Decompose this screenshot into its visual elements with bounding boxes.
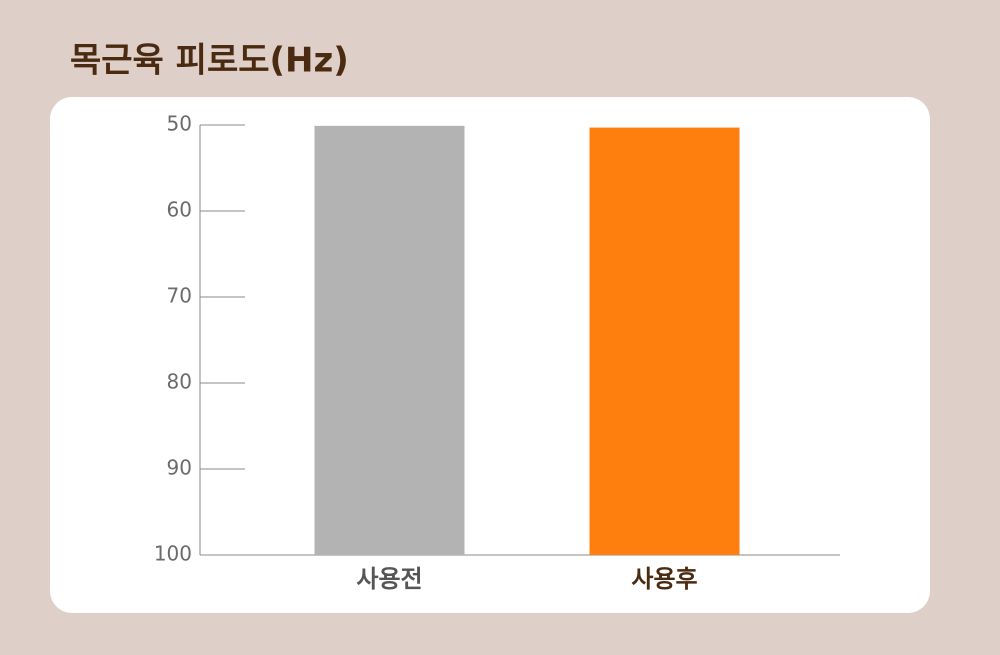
y-tick-label: 80 (167, 370, 192, 394)
y-tick-label: 90 (167, 456, 192, 480)
chart-title: 목근육 피로도(Hz) (70, 41, 349, 81)
y-tick-label: 70 (167, 284, 192, 308)
y-tick-label: 100 (154, 542, 192, 566)
bar (589, 127, 740, 555)
y-tick-label: 50 (167, 112, 192, 136)
y-tick-label: 60 (167, 198, 192, 222)
bar (314, 125, 465, 556)
panel (50, 97, 930, 613)
x-tick-label: 사용후 (631, 565, 697, 593)
x-tick-label: 사용전 (356, 565, 422, 593)
